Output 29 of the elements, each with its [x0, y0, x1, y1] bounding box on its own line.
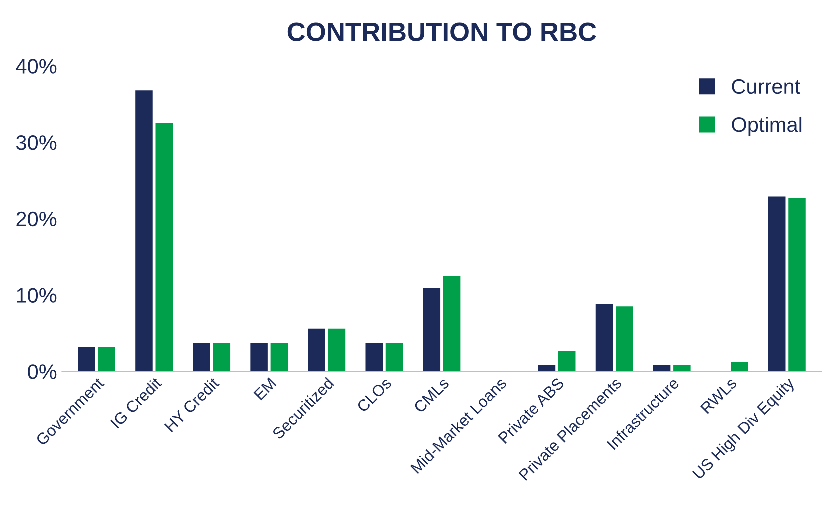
legend-label: Current	[732, 79, 800, 94]
bar	[193, 343, 210, 372]
bar	[768, 196, 786, 372]
bar	[788, 198, 806, 372]
bar	[674, 365, 691, 372]
y-tick-label: 30%	[16, 136, 57, 150]
bar	[443, 276, 461, 372]
y-tick-label: 10%	[17, 288, 57, 303]
bar	[250, 343, 268, 372]
bar	[136, 90, 153, 372]
bar	[366, 343, 384, 372]
legend-label: Optimal	[732, 116, 802, 136]
bar	[308, 328, 326, 372]
bar	[78, 347, 96, 372]
bar	[328, 328, 346, 372]
bar	[596, 304, 614, 372]
y-tick-label: 20%	[16, 212, 57, 227]
bar	[558, 350, 576, 372]
bar	[213, 343, 231, 372]
bar	[616, 306, 634, 372]
bar	[270, 343, 288, 372]
bar	[731, 362, 748, 372]
chart-title: CONTRIBUTION TO RBC	[288, 22, 596, 42]
bar	[98, 347, 116, 372]
bar	[156, 123, 174, 372]
bar	[423, 288, 441, 372]
bar	[386, 343, 404, 372]
y-tick-label: 40%	[16, 59, 57, 74]
y-tick-label: 0%	[28, 364, 57, 380]
